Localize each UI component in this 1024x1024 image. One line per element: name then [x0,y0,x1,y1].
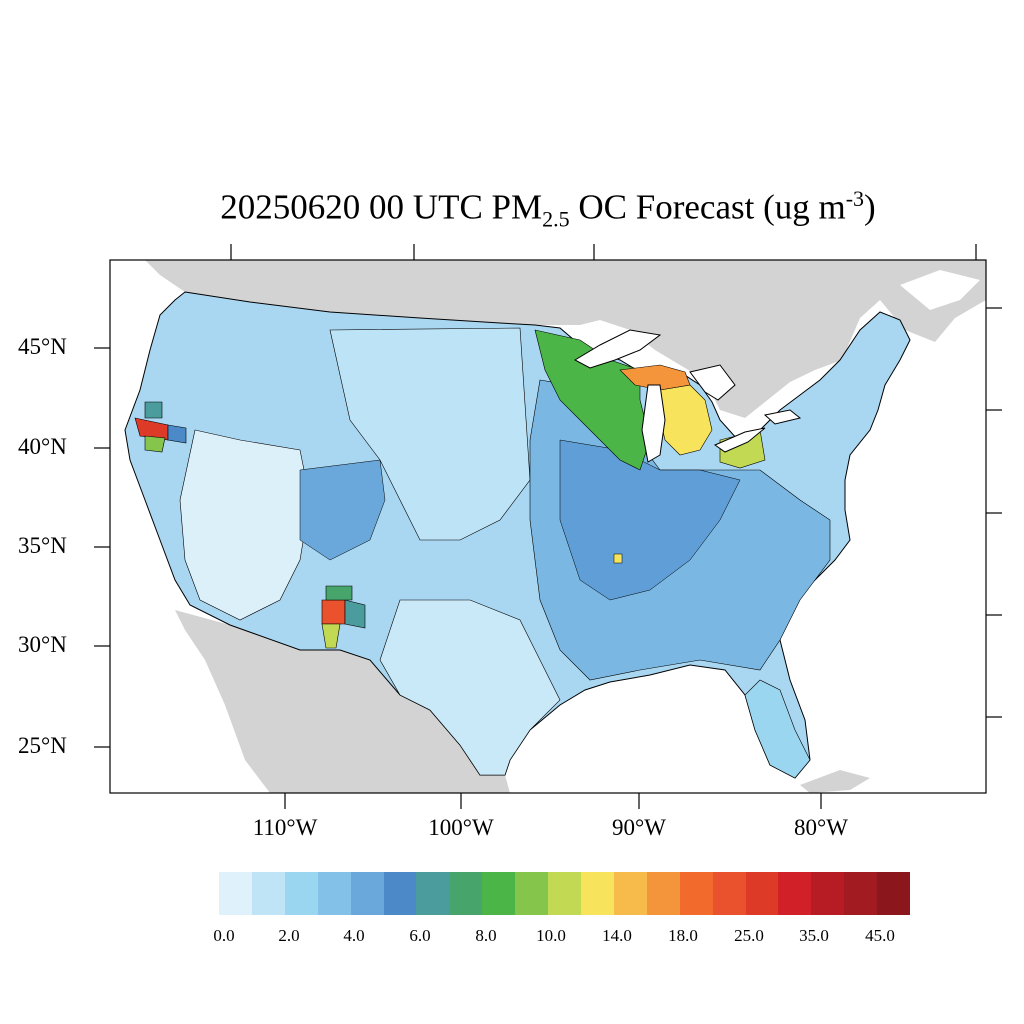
oregon-teal [144,401,163,419]
colorbar-label-8: 25.0 [734,926,764,945]
bottom-ticks [284,793,822,809]
upper-peninsula-orange [619,364,691,391]
colorbar-label-2: 4.0 [343,926,365,945]
lat-label-25: 25°N [18,733,67,758]
colorbar-swatch-0 [219,872,252,915]
top-ticks [230,244,977,260]
illinois-yellow [613,553,623,564]
newmexico-orange [321,599,346,625]
colorbar-label-1: 2.0 [278,926,300,945]
lake-ontario [763,409,802,425]
oregon-blue [167,424,187,444]
lon-label-90w: 90°W [612,815,666,840]
colorbar-label-5: 10.0 [536,926,566,945]
title-superscript: -3 [845,186,865,211]
colorado-blue [299,459,386,561]
colorbar-swatch-6 [416,872,450,915]
midwest-dark-region [559,439,741,601]
left-ticks [94,347,110,748]
colorbar-swatch-8 [482,872,516,915]
colorbar-swatch-13 [646,872,680,915]
lon-label-110w: 110°W [252,815,318,840]
colorbar-label-0: 0.0 [213,926,235,945]
lat-label-30: 30°N [18,632,67,657]
colorbar-swatch-20 [877,872,911,915]
colorbar-swatch-17 [778,872,812,915]
texas-region [379,599,561,776]
colorbar-swatch-9 [515,872,549,915]
lake-superior [573,329,662,369]
title-subscript: 2.5 [542,206,570,232]
map-title: 20250620 00 UTC PM2.5 OC Forecast (ug m-… [0,186,1024,233]
lake-huron [689,364,736,401]
colorbar-swatch-14 [679,872,713,915]
colorbar-swatch-5 [383,872,417,915]
colorbar-swatch-2 [284,872,318,915]
lat-label-40: 40°N [18,434,67,459]
cuba-land [800,770,870,793]
colorbar-swatch-16 [745,872,779,915]
lake-michigan [641,384,666,463]
colorbar-swatch-1 [251,872,285,915]
newmexico-teal [344,599,366,629]
map-area [110,260,986,793]
lat-label-35: 35°N [18,533,67,558]
colorbar-swatch-10 [548,872,581,915]
colorbar-label-10: 45.0 [865,926,895,945]
canada-land [145,260,986,418]
colorbar [219,872,911,915]
mexico-land [175,610,510,793]
colorbar-swatch-19 [844,872,878,915]
newmexico-green [325,585,353,601]
newmexico-lime [321,623,341,649]
colorbar-swatch-4 [350,872,384,915]
right-ticks [986,307,1002,718]
plains-region [329,327,531,541]
colorbar-swatch-15 [712,872,746,915]
lon-label-100w: 100°W [428,815,494,840]
florida-region [744,679,811,779]
colorbar-swatch-18 [811,872,845,915]
colorbar-label-9: 35.0 [799,926,829,945]
colorbar-swatch-7 [449,872,483,915]
colorbar-swatch-11 [580,872,614,915]
title-prefix: 20250620 00 UTC PM [220,187,543,227]
colorbar-label-4: 8.0 [475,926,497,945]
title-suffix: ) [864,187,876,227]
colorbar-swatch-12 [613,872,647,915]
colorbar-label-6: 14.0 [602,926,632,945]
lat-label-45: 45°N [18,334,67,359]
map-frame [109,259,987,794]
colorbar-label-7: 18.0 [668,926,698,945]
colorbar-label-3: 6.0 [409,926,431,945]
title-mid: OC Forecast (ug m [569,187,846,227]
oregon-green [144,435,166,453]
colorbar-swatch-3 [317,872,351,915]
lon-label-80w: 80°W [794,815,848,840]
west-low-region [179,429,311,621]
canadian-water-east [900,270,980,310]
lake-erie [713,427,766,453]
